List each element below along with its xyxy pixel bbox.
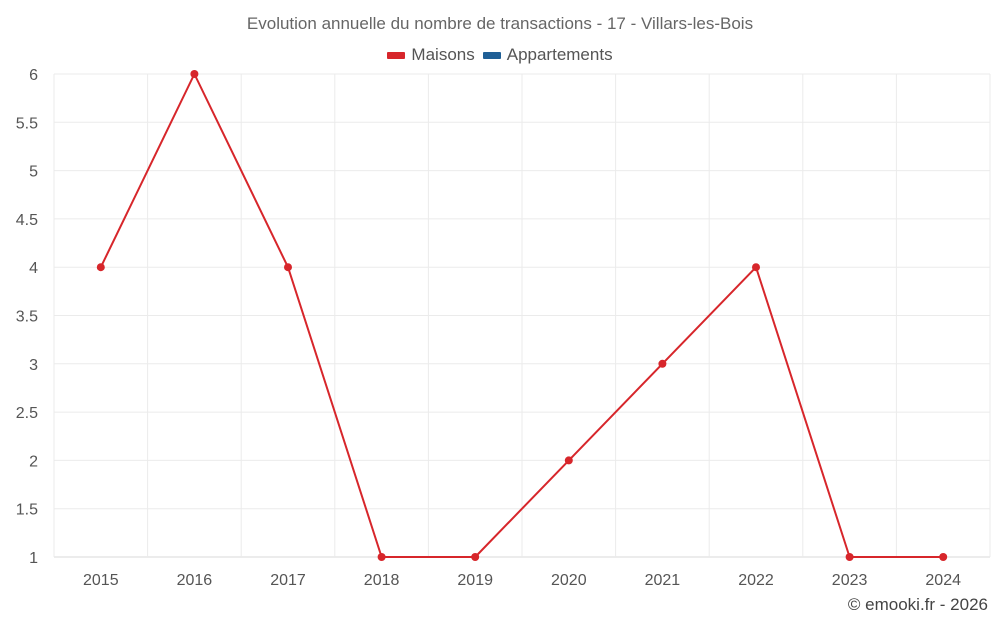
y-tick-label: 1.5 xyxy=(16,502,38,519)
data-point-maisons xyxy=(284,263,292,272)
y-tick-label: 3 xyxy=(29,357,38,374)
legend-label-maisons: Maisons xyxy=(411,45,475,64)
data-point-maisons xyxy=(845,553,854,561)
x-tick-label: 2017 xyxy=(270,572,306,589)
chart-title: Evolution annuelle du nombre de transact… xyxy=(246,14,754,33)
legend-swatch-appartements xyxy=(482,51,501,59)
y-tick-label: 4.5 xyxy=(16,212,38,229)
data-point-maisons xyxy=(752,263,760,272)
x-tick-label: 2024 xyxy=(925,572,961,589)
legend-item-appartements[interactable]: Appartements xyxy=(482,45,613,65)
data-point-maisons xyxy=(471,553,480,561)
data-point-maisons xyxy=(96,263,105,272)
x-tick-label: 2021 xyxy=(645,572,681,589)
data-point-maisons xyxy=(190,70,199,78)
y-tick-label: 6 xyxy=(29,67,38,84)
x-tick-label: 2019 xyxy=(457,572,493,589)
y-tick-label: 2 xyxy=(29,453,38,470)
y-tick-label: 3.5 xyxy=(16,309,38,326)
y-tick-label: 4 xyxy=(29,260,38,277)
credit-text: © emooki.fr - 2026 xyxy=(847,595,988,614)
x-tick-label: 2020 xyxy=(551,572,587,589)
x-tick-label: 2023 xyxy=(832,572,868,589)
y-tick-label: 5.5 xyxy=(16,115,38,132)
x-tick-label: 2015 xyxy=(83,572,119,589)
series-line-maisons xyxy=(99,73,944,558)
x-tick-label: 2016 xyxy=(177,572,213,589)
legend-swatch-maisons xyxy=(387,51,406,59)
x-tick-label: 2022 xyxy=(738,572,774,589)
data-point-maisons xyxy=(377,553,386,561)
legend-label-appartements: Appartements xyxy=(506,45,613,64)
chart-legend: Maisons Appartements xyxy=(0,45,1000,65)
x-tick-label: 2018 xyxy=(364,572,400,589)
y-tick-label: 5 xyxy=(29,164,38,181)
data-point-maisons xyxy=(564,456,573,465)
data-point-maisons xyxy=(939,553,948,561)
y-tick-label: 2.5 xyxy=(16,405,38,422)
y-tick-label: 1 xyxy=(29,550,38,567)
data-point-maisons xyxy=(658,359,667,368)
legend-item-maisons[interactable]: Maisons xyxy=(387,45,475,65)
